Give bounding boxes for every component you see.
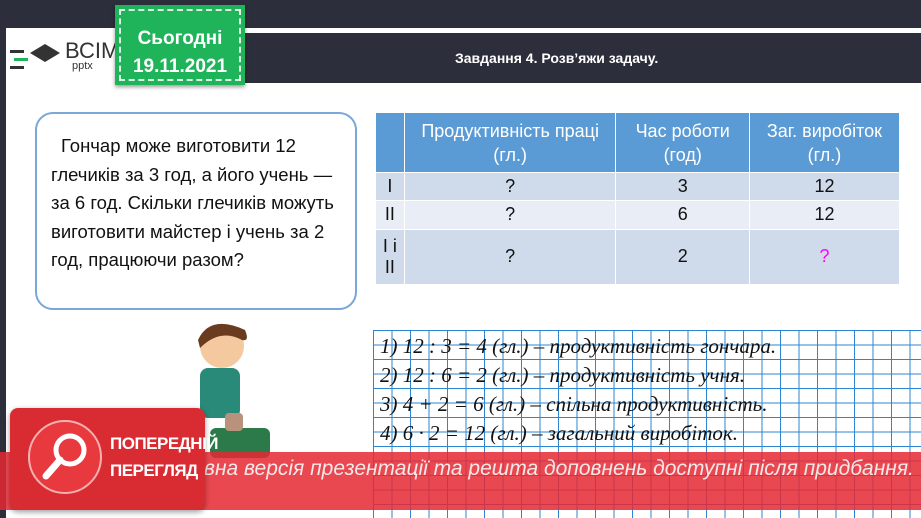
- vsim-logo: ВСІМ pptx: [10, 38, 119, 78]
- problem-text: Гончар може виготовити 12 глечиків за 3 …: [35, 112, 357, 310]
- solution-step: 1) 12 : 3 = 4 (гл.) – продуктивність гон…: [380, 334, 777, 358]
- graduation-cap-icon: [30, 44, 60, 62]
- preview-label: ПОПЕРЕДНІЙ: [110, 434, 219, 453]
- logo-sub: pptx: [72, 60, 93, 72]
- magnifier-icon: [28, 420, 102, 494]
- table-row: I? 3 12: [375, 171, 901, 202]
- preview-badge: ПОПЕРЕДНІЙ ПЕРЕГЛЯД: [10, 408, 219, 510]
- solution-step: 2) 12 : 6 = 2 (гл.) – продуктивність учн…: [380, 363, 745, 387]
- logo-dash: [10, 50, 24, 53]
- logo-dash: [14, 58, 28, 61]
- task-header: Завдання 4. Розв’яжи задачу.: [245, 33, 921, 83]
- table-cell: 12: [748, 200, 901, 230]
- table-row: II? 6 12: [375, 200, 901, 230]
- badge-date: 19.11.2021: [132, 56, 228, 77]
- logo-brand: ВСІМ: [65, 38, 120, 63]
- table-header: Заг. виробіток (гл.): [748, 112, 901, 173]
- table-row: I і II? 2?: [375, 228, 901, 286]
- potter-boy-illustration: [198, 323, 270, 458]
- table-header: [375, 112, 405, 173]
- solution-step: 4) 6 · 2 = 12 (гл.) – загальний виробіто…: [380, 421, 738, 445]
- table-cell: ?: [403, 228, 617, 286]
- badge-label: Сьогодні: [137, 28, 223, 49]
- table-cell: ?: [748, 228, 901, 286]
- table-cell: II: [375, 200, 405, 230]
- date-badge: Сьогодні 19.11.2021: [115, 5, 245, 85]
- table-cell: 2: [615, 228, 750, 286]
- table-cell: ?: [403, 200, 617, 230]
- data-table: Продуктивність праці (гл.) Час роботи (го…: [375, 112, 901, 286]
- table-cell: ?: [403, 171, 617, 202]
- solution-step: 3) 4 + 2 = 6 (гл.) – спільна продуктивні…: [380, 392, 768, 416]
- table-header: Час роботи (год): [615, 112, 750, 173]
- table-header: Продуктивність праці (гл.): [403, 112, 617, 173]
- table-cell: 3: [615, 171, 750, 202]
- table-cell: I: [375, 171, 405, 202]
- table-cell: 6: [615, 200, 750, 230]
- table-cell: I і II: [375, 228, 405, 286]
- preview-label: ПЕРЕГЛЯД: [110, 461, 198, 480]
- logo-dash: [10, 66, 24, 69]
- table-cell: 12: [748, 171, 901, 202]
